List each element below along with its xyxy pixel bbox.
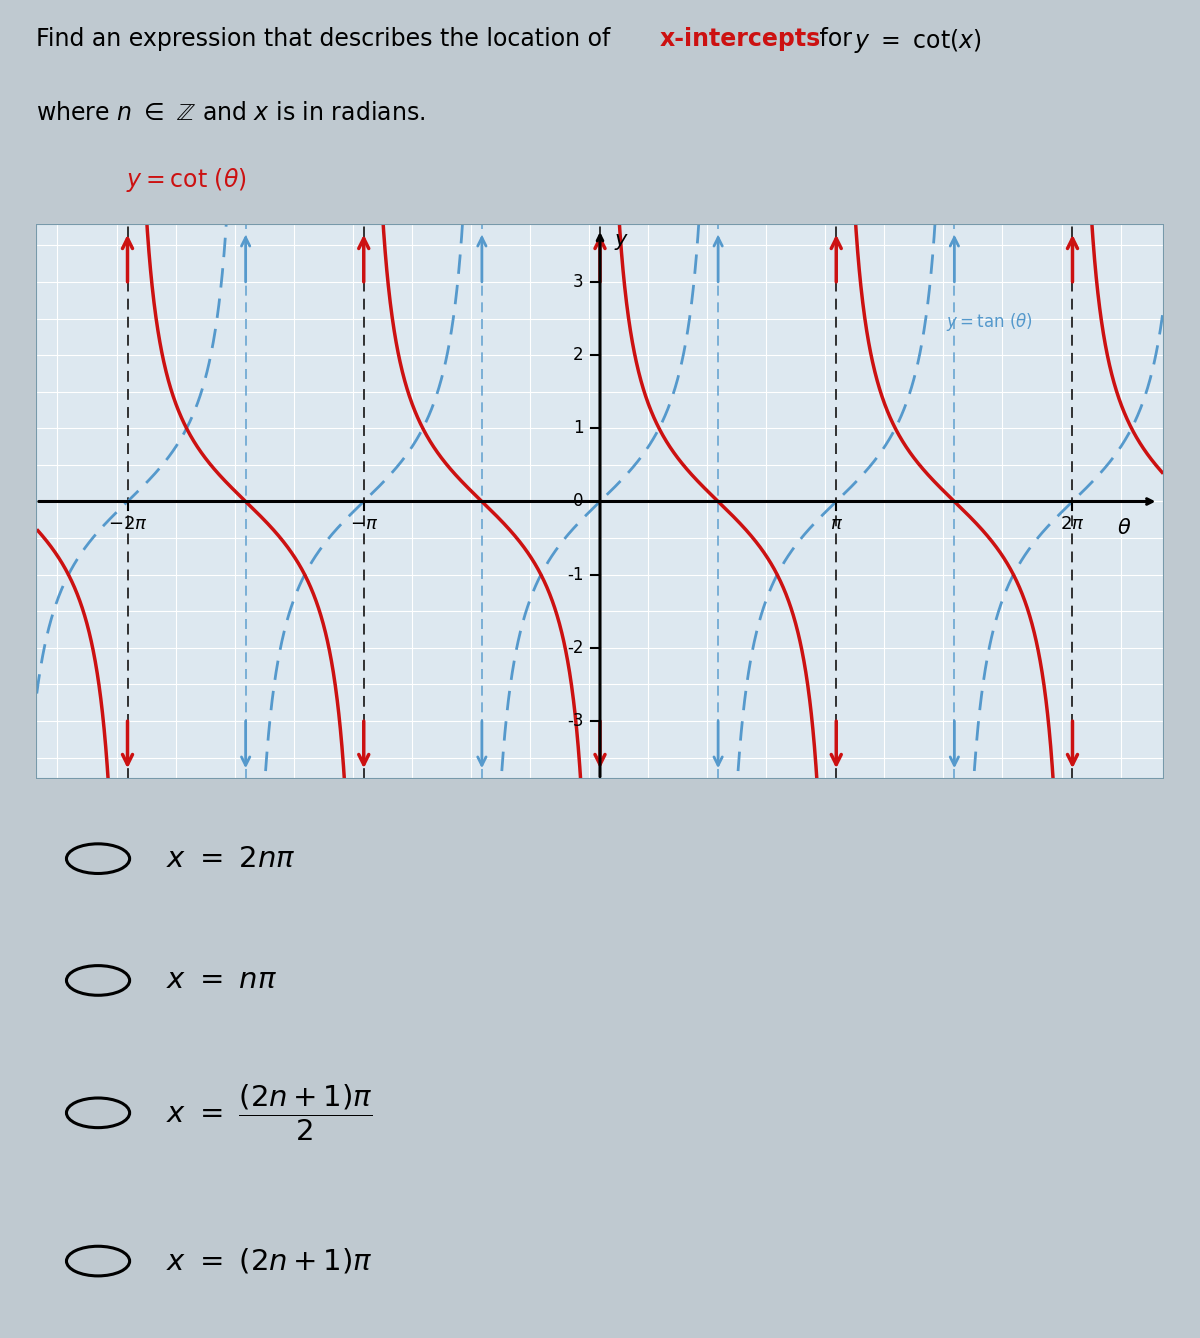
Text: $x \ = \ 2n\pi$: $x \ = \ 2n\pi$ bbox=[166, 844, 295, 872]
Text: 2: 2 bbox=[572, 347, 583, 364]
Text: 0: 0 bbox=[572, 492, 583, 511]
Text: Find an expression that describes the location of: Find an expression that describes the lo… bbox=[36, 27, 618, 51]
Text: $-\pi$: $-\pi$ bbox=[349, 515, 378, 533]
Text: $2\pi$: $2\pi$ bbox=[1061, 515, 1085, 533]
Text: $y\ =\ \mathrm{cot}(x)$: $y\ =\ \mathrm{cot}(x)$ bbox=[854, 27, 982, 55]
Text: $y$: $y$ bbox=[613, 231, 629, 252]
Text: $x \ = \ \dfrac{(2n+1)\pi}{2}$: $x \ = \ \dfrac{(2n+1)\pi}{2}$ bbox=[166, 1082, 372, 1143]
Text: 3: 3 bbox=[572, 273, 583, 292]
Text: $y = \mathrm{cot}\ (\theta)$: $y = \mathrm{cot}\ (\theta)$ bbox=[126, 166, 247, 194]
Text: $\theta$: $\theta$ bbox=[1117, 518, 1132, 538]
Text: for: for bbox=[812, 27, 859, 51]
Text: 1: 1 bbox=[572, 419, 583, 438]
Text: -1: -1 bbox=[566, 566, 583, 583]
Text: $-2\pi$: $-2\pi$ bbox=[108, 515, 148, 533]
Text: -2: -2 bbox=[566, 638, 583, 657]
Text: x-intercepts: x-intercepts bbox=[660, 27, 821, 51]
Text: $y = \mathrm{tan}\ (\theta)$: $y = \mathrm{tan}\ (\theta)$ bbox=[946, 312, 1033, 333]
Text: $x \ = \ n\pi$: $x \ = \ n\pi$ bbox=[166, 966, 277, 994]
Text: where $n\ \in\ \mathbb{Z}$ and $x$ is in radians.: where $n\ \in\ \mathbb{Z}$ and $x$ is in… bbox=[36, 100, 425, 124]
Text: $\pi$: $\pi$ bbox=[829, 515, 842, 533]
Text: -3: -3 bbox=[566, 712, 583, 731]
Text: $x \ = \ (2n + 1)\pi$: $x \ = \ (2n + 1)\pi$ bbox=[166, 1247, 372, 1275]
